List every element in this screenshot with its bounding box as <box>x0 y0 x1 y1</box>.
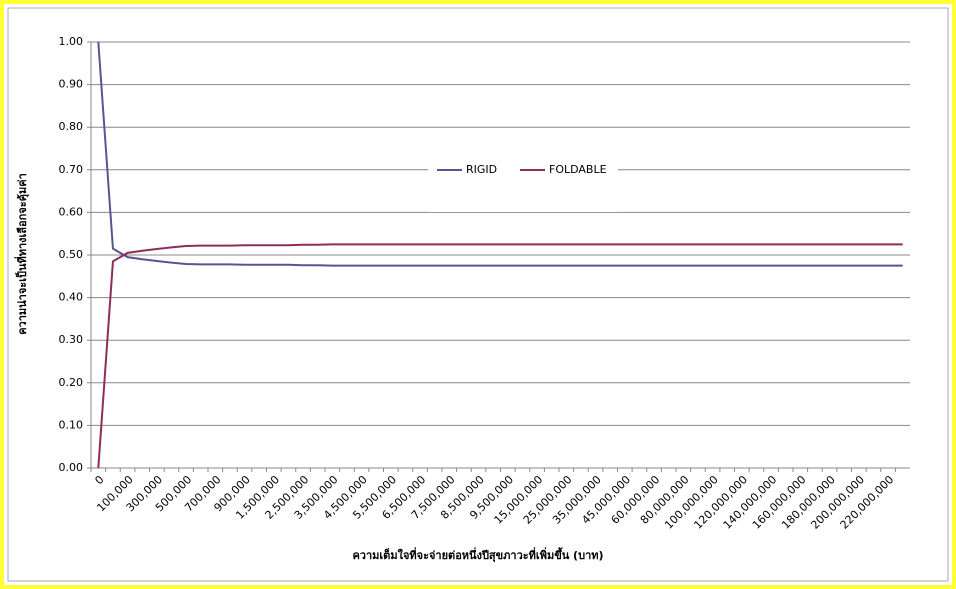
chart-area <box>7 7 949 582</box>
data-line <box>97 41 903 267</box>
chart: ความน่าจะเป็นที่ทางเลือกจะคุ้มค่า ความเต… <box>7 7 949 582</box>
y-tick-label: 0.10 <box>59 418 84 431</box>
legend-label: RIGID <box>466 163 497 176</box>
y-tick-label: 0.20 <box>59 376 84 389</box>
y-tick-label: 1.00 <box>59 35 84 48</box>
y-tick-label: 0.90 <box>59 78 84 91</box>
y-tick-label: 0.80 <box>59 120 84 133</box>
y-tick-label: 0.70 <box>59 163 84 176</box>
y-tick-label: 0.30 <box>59 333 84 346</box>
y-axis-title: ความน่าจะเป็นที่ทางเลือกจะคุ้มค่า <box>14 173 30 335</box>
y-tick-label: 0.40 <box>59 291 84 304</box>
y-tick-label: 0.60 <box>59 205 84 218</box>
y-tick-label: 0.00 <box>59 461 84 474</box>
legend-label: FOLDABLE <box>549 163 607 176</box>
x-axis-title: ความเต็มใจที่จะจ่ายต่อหนึ่งปีสุขภาวะที่เ… <box>352 547 603 563</box>
y-tick-label: 0.50 <box>59 248 84 261</box>
data-line <box>97 243 903 469</box>
